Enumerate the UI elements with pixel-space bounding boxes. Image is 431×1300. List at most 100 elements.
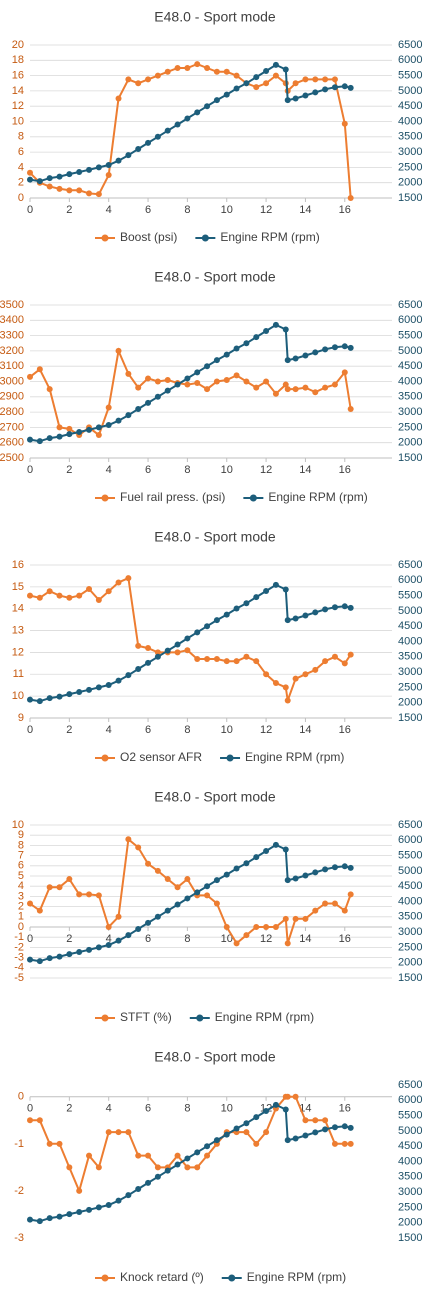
y2-tick-label: 4000 [398,895,422,907]
point [66,951,73,958]
point [125,932,132,939]
point [341,369,348,376]
point [284,1093,291,1100]
point [284,697,291,704]
y-tick-label: 16 [12,70,24,82]
point [272,321,279,328]
legend-marker [101,494,109,502]
point [105,421,112,428]
point [341,120,348,127]
y-tick-label: 2 [18,177,24,189]
point [322,1126,329,1133]
point [46,386,53,393]
y2-tick-label: 2000 [398,697,422,709]
point [105,681,112,688]
point [347,406,354,413]
x-tick-label: 8 [184,933,190,945]
x-tick-label: 12 [260,724,272,736]
point [27,176,33,183]
point [331,653,338,660]
x-tick-label: 10 [221,1103,233,1115]
y2-tick-label: 5000 [398,1125,422,1137]
y2-tick-label: 6000 [398,54,422,66]
point [184,647,191,654]
y-tick-label: 3 [18,890,24,902]
point [66,1164,73,1171]
y2-tick-label: 4500 [398,620,422,632]
point [282,381,289,388]
point [105,1201,112,1208]
y-tick-label: -4 [14,962,24,974]
y2-tick-label: 6000 [398,1094,422,1106]
point [145,1152,152,1159]
point [312,389,319,396]
y2-tick-label: 6500 [398,559,422,571]
point [223,871,230,878]
point [46,1140,53,1147]
x-tick-label: 4 [106,204,112,216]
point [292,875,299,882]
y2-tick-label: 2000 [398,437,422,449]
point [302,915,309,922]
x-tick-label: 10 [221,724,233,736]
x-tick-label: 8 [184,1103,190,1115]
x-tick-label: 8 [184,464,190,476]
point [154,867,161,874]
point [213,1137,220,1144]
point [36,1218,43,1225]
point [125,370,132,377]
y2-tick-label: 4000 [398,375,422,387]
x-tick-label: 4 [106,933,112,945]
y2-tick-label: 4500 [398,1140,422,1152]
y-tick-label: 6 [18,860,24,872]
series-line [29,837,352,945]
legend-label: STFT (%) [120,1010,172,1024]
point [302,352,309,359]
point [302,1132,309,1139]
point [36,438,43,445]
point [27,1216,33,1223]
x-tick-label: 0 [27,1103,33,1115]
series-line [29,63,352,199]
point [105,588,112,595]
y2-tick-label: 2500 [398,681,422,693]
point [164,127,171,134]
point [223,658,230,665]
point [284,97,291,104]
point [223,376,230,383]
chart: E48.0 - Sport mode -3 -2 -1 0 1500 2000 2500 300… [14,1049,422,1284]
y-tick-label: 11 [13,668,24,680]
point [243,860,250,867]
point [331,344,338,351]
y2-tick-label: 3500 [398,391,422,403]
y2-tick-label: 1500 [398,972,422,984]
x-tick-label: 10 [221,933,233,945]
point [125,1129,132,1136]
point [76,187,83,194]
chart-title: E48.0 - Sport mode [154,9,276,25]
point [194,1149,201,1156]
y-tick-label: 3200 [0,345,24,357]
point [95,424,102,431]
point [204,1152,211,1159]
point [243,653,250,660]
y-tick-label: 2500 [0,452,24,464]
point [56,884,63,891]
point [164,68,171,75]
x-tick-label: 16 [339,1103,351,1115]
point [302,612,309,619]
series-line [29,583,351,703]
point [253,1140,260,1147]
point [322,866,329,873]
point [27,373,33,380]
point [66,691,73,698]
x-tick-label: 16 [339,464,351,476]
point [204,363,211,370]
y-tick-label: 0 [18,1091,24,1103]
x-tick-label: 4 [106,1103,112,1115]
point [115,1197,122,1204]
point [115,95,122,102]
point [272,841,279,848]
x-tick-label: 2 [66,464,72,476]
point [105,161,112,168]
